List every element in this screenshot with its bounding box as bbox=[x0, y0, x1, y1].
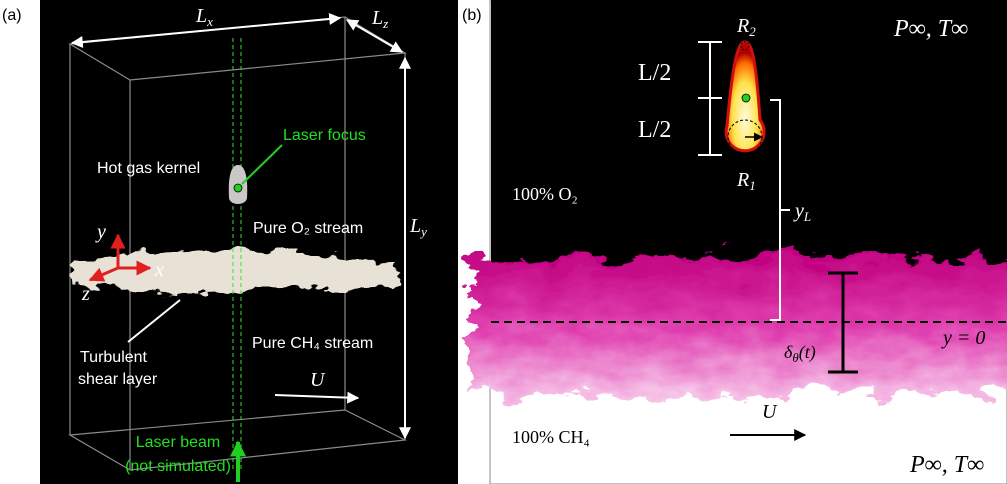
focus-dot bbox=[742, 94, 750, 102]
text-part: L bbox=[803, 209, 811, 224]
axis-label: y bbox=[95, 221, 106, 243]
panel-label: (b) bbox=[462, 7, 482, 24]
text-part: L bbox=[409, 215, 421, 237]
text-part: z bbox=[382, 16, 388, 31]
beam-label: Laser beam bbox=[136, 434, 221, 451]
fuel-label: 100% CH₄ bbox=[512, 427, 590, 447]
text-part: y bbox=[419, 224, 427, 239]
text-part: 1 bbox=[749, 178, 756, 193]
shear-layer-label: Turbulent bbox=[80, 349, 148, 366]
axis-label: x bbox=[154, 259, 164, 281]
text-part: R bbox=[736, 169, 749, 191]
ambient-label: P∞, T∞ bbox=[893, 16, 968, 42]
velocity-label: U bbox=[310, 369, 326, 391]
velocity-label: U bbox=[762, 401, 778, 423]
axis-label: z bbox=[81, 283, 90, 305]
text-part: L bbox=[371, 7, 383, 29]
thickness-label: δθ(t) bbox=[784, 342, 816, 365]
kernel-label: Hot gas kernel bbox=[97, 160, 200, 177]
origin-label: y = 0 bbox=[941, 327, 985, 349]
ambient-label: P∞, T∞ bbox=[909, 452, 984, 478]
mixing-layer bbox=[470, 254, 1007, 400]
laser-focus-dot bbox=[234, 184, 242, 192]
text-part: x bbox=[206, 14, 213, 29]
text-part: (t) bbox=[799, 342, 816, 363]
oxidizer-label: 100% O₂ bbox=[512, 184, 578, 204]
text-part: y bbox=[793, 200, 804, 222]
length-label: L/2 bbox=[638, 60, 671, 86]
figure: (a) Lx Lz Ly Hot gas kernel Pure O₂ stre… bbox=[0, 0, 1007, 484]
text-part: 2 bbox=[749, 24, 756, 39]
stream-label: Pure O₂ stream bbox=[253, 220, 363, 237]
shear-layer-label: shear layer bbox=[78, 371, 158, 388]
panel-label: (a) bbox=[2, 7, 22, 24]
stream-label: Pure CH₄ stream bbox=[252, 335, 373, 352]
focus-label: Laser focus bbox=[283, 127, 366, 144]
length-label: L/2 bbox=[638, 117, 671, 143]
text-part: L bbox=[195, 5, 207, 27]
beam-label: (not simulated) bbox=[125, 458, 231, 475]
text-part: Laser beam bbox=[136, 434, 221, 451]
text-part: R bbox=[736, 15, 749, 37]
